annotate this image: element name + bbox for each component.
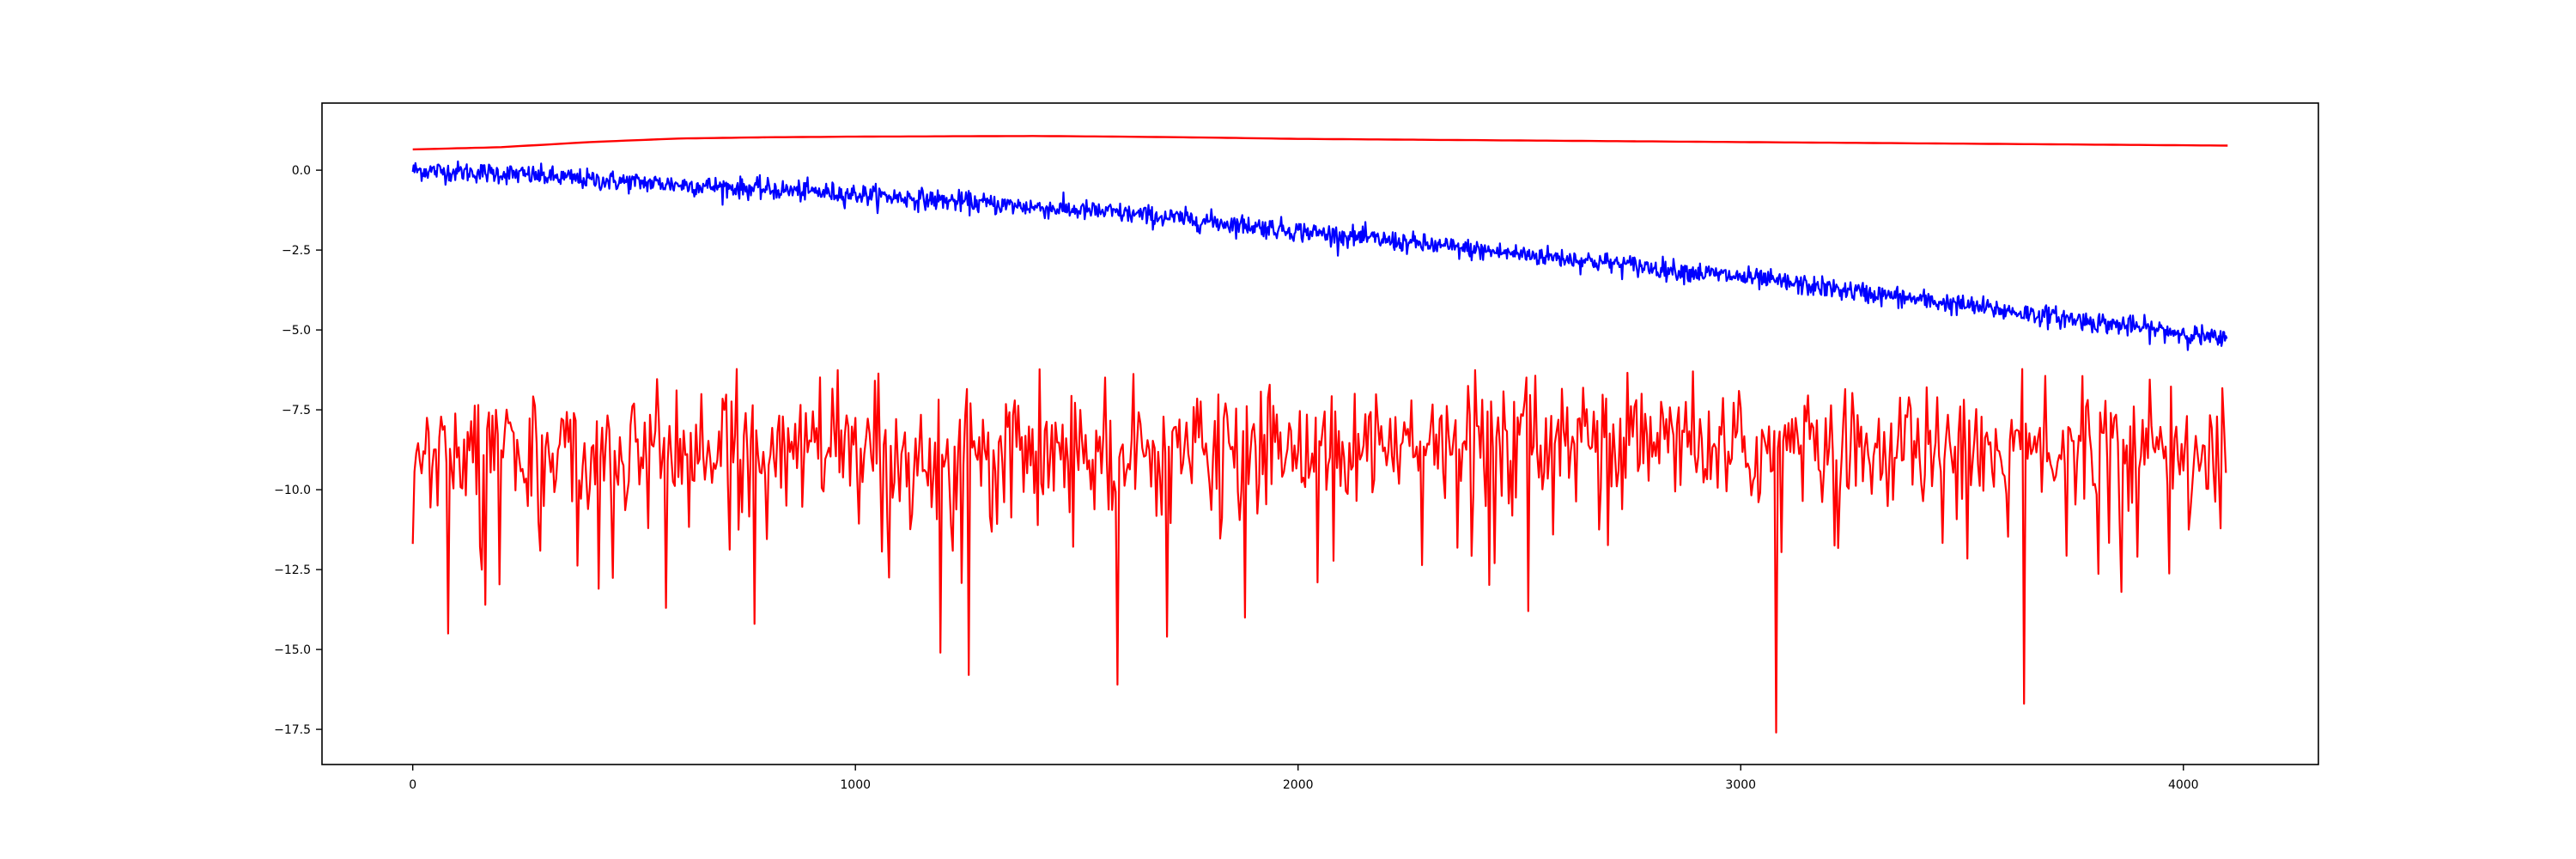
x-tick-label: 1000 — [840, 778, 871, 792]
series-line-1 — [412, 135, 2228, 151]
x-tick-label: 0 — [409, 778, 416, 792]
x-tick-label: 4000 — [2168, 778, 2199, 792]
y-tick-label: −10.0 — [274, 484, 311, 497]
y-tick-label: −15.0 — [274, 643, 311, 657]
y-tick-label: −12.5 — [274, 564, 311, 577]
x-tick-label: 2000 — [1283, 778, 1314, 792]
x-tick-label: 3000 — [1725, 778, 1756, 792]
plot-area — [321, 102, 2319, 765]
y-tick-label: −7.5 — [282, 404, 311, 417]
series-line-2 — [411, 160, 2228, 351]
y-tick-label: −17.5 — [274, 723, 311, 737]
series-line-3 — [411, 368, 2227, 734]
x-axis: 0 1000 2000 3000 4000 — [409, 765, 2199, 792]
y-tick-label: 0.0 — [292, 164, 311, 178]
series-layer — [411, 135, 2228, 734]
y-tick-label: −5.0 — [282, 324, 311, 338]
y-axis: 0.0 −2.5 −5.0 −7.5 −10.0 −12.5 −15.0 −17.5 — [274, 164, 322, 737]
y-tick-label: −2.5 — [282, 244, 311, 258]
